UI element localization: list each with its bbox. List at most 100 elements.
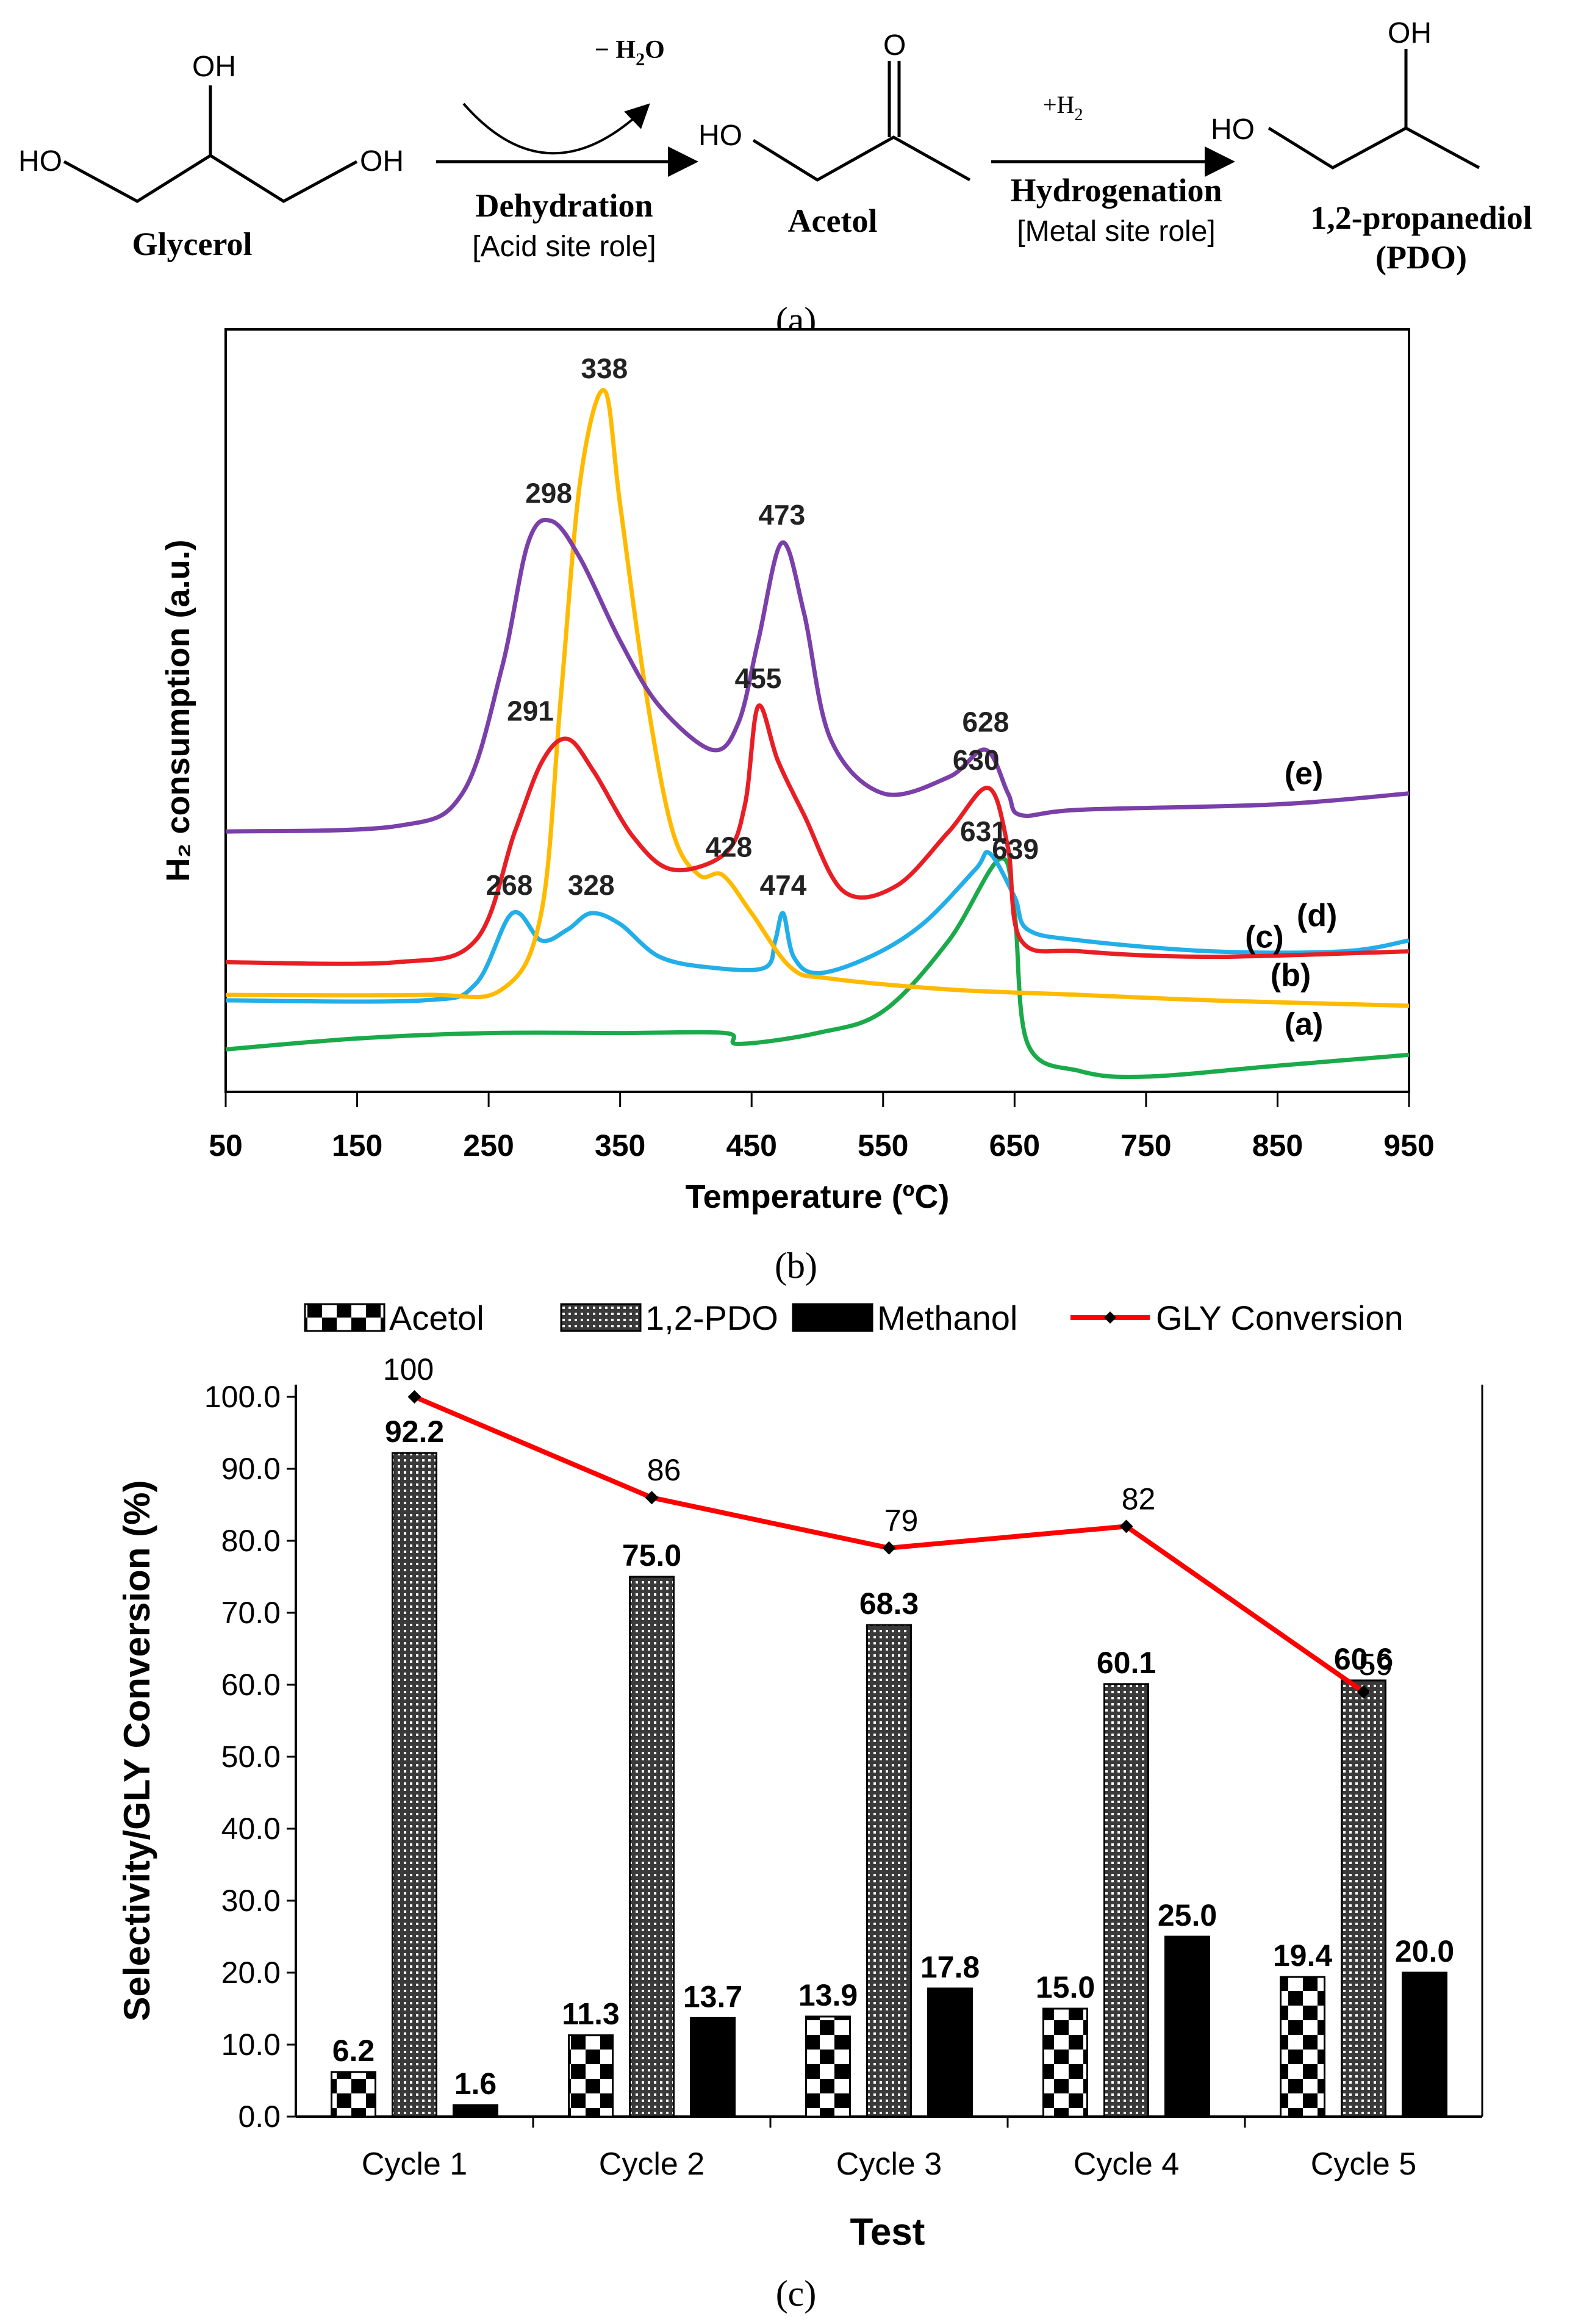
tpr-peak-label: 455 xyxy=(735,662,782,694)
pdo-ho: HO xyxy=(1211,113,1255,146)
tpr-x-tick-label: 950 xyxy=(1383,1128,1434,1163)
bar-methanol-cycle-4 xyxy=(1164,1935,1210,2118)
dehydration-label: Dehydration xyxy=(475,187,653,224)
bar-acetol-cycle-3 xyxy=(805,2015,851,2118)
bar-value-label: 6.2 xyxy=(332,2034,375,2068)
tpr-peak-label: 474 xyxy=(760,869,807,901)
bar-1-2-pdo-cycle-2 xyxy=(629,1576,675,2118)
sel-category-label: Cycle 2 xyxy=(599,2146,705,2182)
sel-x-axis-label: Test xyxy=(850,2211,925,2253)
legend-swatch xyxy=(560,1303,642,1332)
bar-value-label: 75.0 xyxy=(622,1538,681,1573)
bar-value-label: 13.9 xyxy=(798,1978,858,2012)
tpr-x-tick-label: 450 xyxy=(726,1128,777,1163)
bar-methanol-cycle-2 xyxy=(690,2017,736,2118)
tpr-peak-label: 291 xyxy=(507,695,554,726)
tpr-x-tick-label: 50 xyxy=(209,1128,243,1163)
glycerol-oh-right: OH xyxy=(360,145,404,178)
glycerol-ho-left: HO xyxy=(18,145,62,178)
tpr-curve-d xyxy=(225,703,1410,966)
tpr-curve-label-a: (a) xyxy=(1285,1006,1324,1042)
gly-conversion-label: 86 xyxy=(647,1453,681,1487)
tpr-curve-label-e: (e) xyxy=(1285,756,1324,792)
tpr-y-axis-label: H₂ consumption (a.u.) xyxy=(160,540,196,882)
legend-label: GLY Conversion xyxy=(1156,1299,1404,1337)
metal-site-role: [Metal site role] xyxy=(1017,215,1215,248)
bar-acetol-cycle-5 xyxy=(1280,1976,1325,2118)
tpr-peak-label: 268 xyxy=(486,869,533,901)
tpr-peak-label: 428 xyxy=(705,831,752,863)
acetol-carbonyl-o: O xyxy=(883,29,906,62)
sel-y-tick-label: 50.0 xyxy=(221,1740,281,1774)
pdo-structure xyxy=(1268,126,1480,170)
sel-category-label: Cycle 1 xyxy=(362,2146,467,2182)
legend-label: Methanol xyxy=(877,1299,1017,1337)
sel-y-tick-label: 40.0 xyxy=(221,1812,281,1846)
pdo-oh: OH xyxy=(1388,17,1432,49)
glycerol-name: Glycerol xyxy=(132,226,253,262)
tpr-x-tick-label: 750 xyxy=(1120,1128,1171,1163)
tpr-peak-label: 338 xyxy=(581,353,628,384)
bar-methanol-cycle-3 xyxy=(927,1987,973,2118)
sel-y-axis-label: Selectivity/GLY Conversion (%) xyxy=(117,1480,157,2021)
water-byproduct: − H2O xyxy=(595,36,665,70)
gly-conversion-label: 100 xyxy=(383,1352,434,1386)
bar-value-label: 92.2 xyxy=(385,1415,444,1449)
gly-conversion-label: 82 xyxy=(1122,1482,1156,1516)
gly-conversion-marker xyxy=(1119,1519,1133,1533)
glycerol-structure xyxy=(63,154,358,203)
bar-acetol-cycle-4 xyxy=(1042,2007,1088,2118)
tpr-curve-label-c: (c) xyxy=(1245,920,1284,955)
gly-conversion-marker xyxy=(645,1491,659,1505)
hydrogenation-label: Hydrogenation xyxy=(1010,172,1222,209)
sel-y-tick-label: 30.0 xyxy=(221,1884,281,1918)
reaction-scheme: OH HO OH Glycerol − H2O Dehydration [Aci… xyxy=(18,17,1532,276)
bar-1-2-pdo-cycle-1 xyxy=(392,1452,437,2118)
tpr-curve-c xyxy=(225,388,1410,1008)
tpr-curve-a xyxy=(225,856,1410,1079)
bar-value-label: 1.6 xyxy=(454,2067,497,2101)
acetol-ho: HO xyxy=(698,120,742,152)
legend-label: Acetol xyxy=(389,1299,484,1337)
bar-1-2-pdo-cycle-5 xyxy=(1341,1679,1386,2118)
legend-swatch xyxy=(792,1303,873,1332)
bar-1-2-pdo-cycle-3 xyxy=(866,1624,912,2118)
pdo-abbr: (PDO) xyxy=(1375,239,1467,276)
panel-label-b: (b) xyxy=(775,1246,817,1286)
tpr-peak-label: 631 xyxy=(960,816,1007,847)
tpr-chart: 50 150 250 350 450 550 650 750 850 950 268 328 474 6… xyxy=(160,328,1435,1215)
bar-acetol-cycle-2 xyxy=(568,2034,614,2118)
bar-value-label: 68.3 xyxy=(859,1587,919,1621)
tpr-curve-e xyxy=(225,517,1410,834)
tpr-x-axis-label: Temperature (ºC) xyxy=(686,1178,950,1215)
sel-category-label: Cycle 4 xyxy=(1074,2146,1179,2182)
sel-y-tick-label: 90.0 xyxy=(221,1452,281,1486)
tpr-peak-label: 639 xyxy=(992,833,1039,865)
tpr-curve-label-b: (b) xyxy=(1271,958,1311,993)
gly-conversion-marker xyxy=(407,1390,421,1404)
bar-methanol-cycle-1 xyxy=(453,2104,498,2118)
bar-value-label: 20.0 xyxy=(1395,1934,1454,1968)
sel-y-tick-label: 80.0 xyxy=(221,1524,281,1558)
gly-conversion-marker xyxy=(1357,1685,1371,1699)
tpr-curve-b xyxy=(225,850,1410,1004)
gly-conversion-marker xyxy=(882,1541,896,1555)
tpr-x-tick-label: 550 xyxy=(858,1128,908,1163)
bar-acetol-cycle-1 xyxy=(331,2071,376,2118)
glycerol-oh-top: OH xyxy=(192,51,236,83)
water-release-arrow xyxy=(462,102,650,155)
tpr-curve-label-d: (d) xyxy=(1297,898,1337,933)
bar-value-label: 11.3 xyxy=(562,1997,620,2031)
bar-value-label: 13.7 xyxy=(683,1979,742,2014)
sel-category-label: Cycle 3 xyxy=(836,2146,942,2182)
bar-1-2-pdo-cycle-4 xyxy=(1103,1683,1149,2118)
tpr-peak-label: 628 xyxy=(963,706,1009,737)
bar-value-label: 19.4 xyxy=(1273,1938,1333,1973)
pdo-name: 1,2-propanediol xyxy=(1310,199,1532,236)
tpr-peak-label: 473 xyxy=(758,499,805,531)
bar-value-label: 17.8 xyxy=(920,1950,980,1984)
sel-category-label: Cycle 5 xyxy=(1311,2146,1416,2182)
tpr-x-tick-label: 350 xyxy=(595,1128,645,1163)
bar-value-label: 25.0 xyxy=(1158,1898,1217,1932)
